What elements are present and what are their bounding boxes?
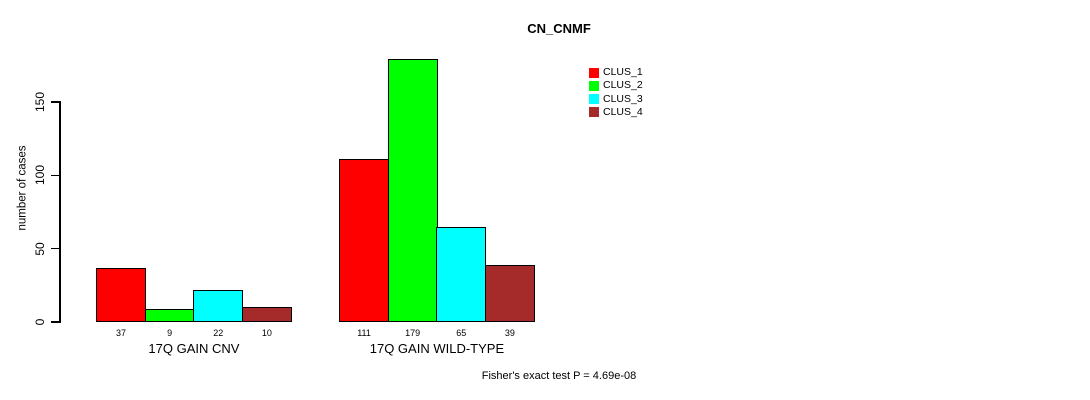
legend-entry: CLUS_3 (589, 92, 643, 105)
bar-clus_2-group1 (144, 308, 195, 322)
legend-label: CLUS_2 (603, 79, 643, 92)
bar-clus_3-group2 (436, 226, 487, 322)
legend-swatch-clus_4 (589, 107, 599, 118)
legend-swatch-clus_2 (589, 80, 599, 91)
y-axis-label: number of cases (16, 145, 29, 231)
bar-clus_4-group1 (241, 307, 292, 322)
bar-clus_1-group1 (96, 267, 147, 322)
fisher-test-annotation: Fisher's exact test P = 4.69e-08 (481, 370, 637, 382)
legend-label: CLUS_4 (603, 105, 643, 118)
y-tick-label: 0 (33, 318, 47, 326)
legend-entry: CLUS_2 (589, 80, 643, 91)
legend-label: CLUS_1 (603, 66, 643, 78)
bar-value-label: 10 (261, 328, 272, 338)
legend-swatch-clus_3 (589, 94, 599, 105)
bar-value-label: 37 (116, 328, 127, 338)
y-tick-label: 150 (33, 91, 47, 113)
y-tick-mark (51, 101, 60, 103)
bar-value-label: 9 (167, 328, 173, 338)
y-tick-label: 50 (33, 241, 47, 256)
legend-label: CLUS_3 (603, 92, 643, 105)
y-axis-line (58, 101, 61, 323)
bar-value-label: 179 (405, 328, 421, 338)
bar-clus_1-group2 (339, 159, 390, 322)
y-tick-mark (51, 247, 60, 250)
category-label: 17Q GAIN CNV (148, 341, 240, 356)
legend-swatch-clus_1 (589, 67, 599, 78)
bar-value-label: 39 (504, 328, 515, 338)
chart-title: CN_CNMF (527, 21, 591, 36)
bar-clus_4-group2 (484, 264, 535, 322)
y-tick-mark (51, 174, 60, 177)
bar-value-label: 22 (213, 328, 224, 338)
category-label: 17Q GAIN WILD-TYPE (369, 341, 505, 356)
bar-clus_3-group1 (193, 289, 244, 322)
bar-value-label: 111 (357, 328, 371, 338)
y-tick-label: 100 (33, 165, 47, 186)
bar-value-label: 65 (456, 328, 467, 338)
legend-entry: CLUS_1 (589, 67, 643, 78)
y-tick-mark (51, 321, 60, 323)
bar-clus_2-group2 (387, 59, 438, 322)
legend-entry: CLUS_4 (589, 105, 643, 118)
